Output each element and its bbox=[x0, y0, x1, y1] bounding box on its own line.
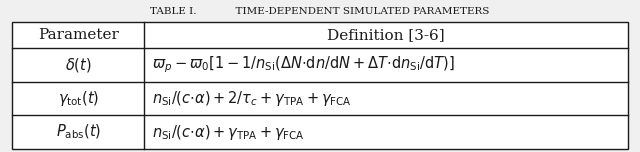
Bar bbox=[12, 22, 628, 149]
Text: $\varpi_p - \varpi_0[\mathit{1} - \mathit{1}/n_{\rm Si}(\Delta N{\cdot}\mathrm{d: $\varpi_p - \varpi_0[\mathit{1} - \mathi… bbox=[152, 55, 455, 75]
Text: Parameter: Parameter bbox=[38, 28, 118, 42]
Text: $n_{\rm Si}/(c{\cdot}\alpha) + 2/\tau_c + \gamma_{\rm TPA} + \gamma_{\rm FCA}$: $n_{\rm Si}/(c{\cdot}\alpha) + 2/\tau_c … bbox=[152, 89, 352, 108]
Text: $n_{\rm Si}/(c{\cdot}\alpha) + \gamma_{\rm TPA} + \gamma_{\rm FCA}$: $n_{\rm Si}/(c{\cdot}\alpha) + \gamma_{\… bbox=[152, 123, 305, 142]
Bar bbox=[12, 22, 628, 149]
Text: TABLE I.            TIME-DEPENDENT SIMULATED PARAMETERS: TABLE I. TIME-DEPENDENT SIMULATED PARAME… bbox=[150, 7, 490, 16]
Text: Definition [3-6]: Definition [3-6] bbox=[328, 28, 445, 42]
Text: $P_{\rm abs}(t)$: $P_{\rm abs}(t)$ bbox=[56, 123, 101, 141]
Text: $\delta(t)$: $\delta(t)$ bbox=[65, 56, 92, 74]
Text: $\gamma_{\rm tot}(t)$: $\gamma_{\rm tot}(t)$ bbox=[58, 89, 99, 108]
